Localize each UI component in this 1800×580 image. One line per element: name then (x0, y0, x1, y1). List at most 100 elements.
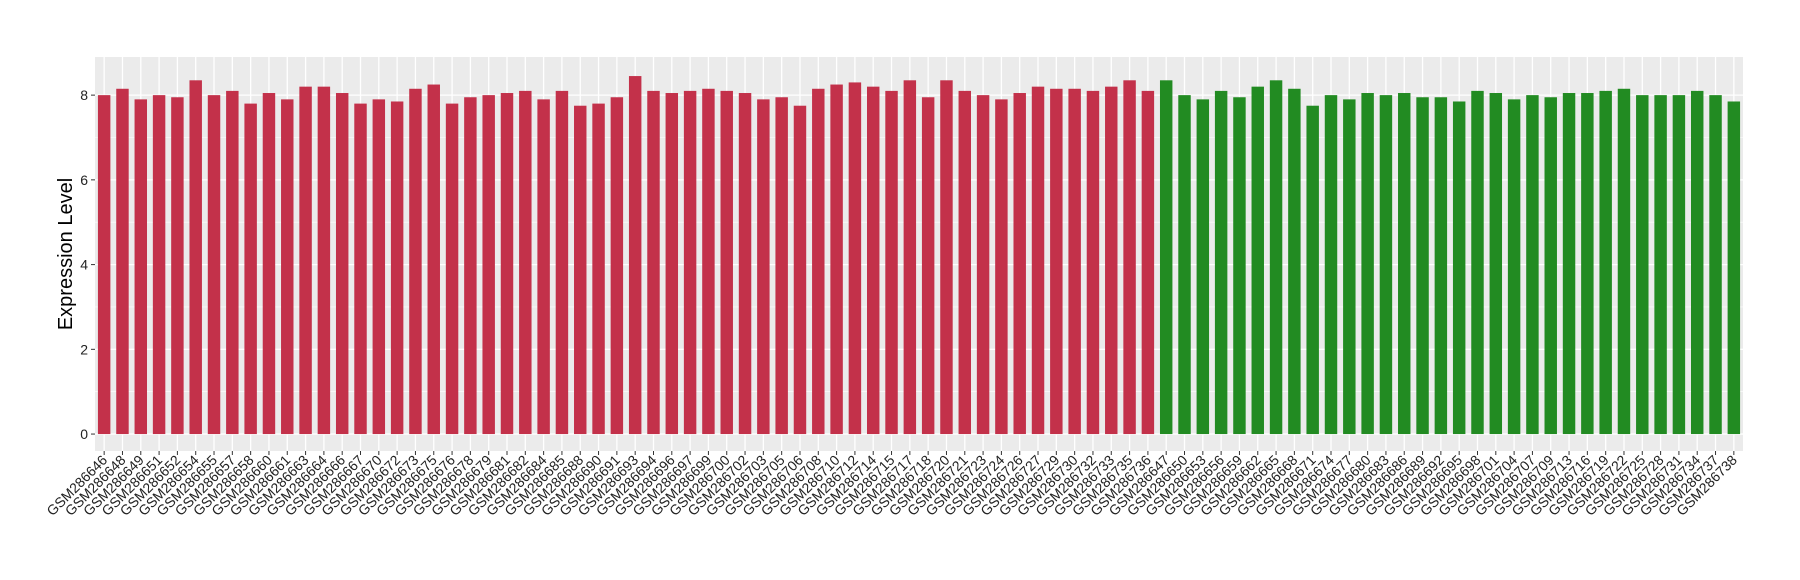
bar-GSM286659 (1233, 97, 1246, 435)
bar-GSM286668 (1288, 88, 1301, 435)
bar-GSM286677 (1343, 99, 1356, 435)
bar-GSM286686 (1398, 93, 1411, 435)
bar-GSM286681 (500, 93, 514, 435)
bar-GSM286679 (482, 95, 495, 435)
bar-GSM286712 (848, 82, 862, 435)
bar-GSM286667 (354, 103, 367, 435)
bar-GSM286723 (976, 95, 990, 435)
bar-GSM286653 (1196, 99, 1210, 435)
bar-GSM286654 (189, 80, 202, 435)
bar-GSM286683 (1379, 95, 1393, 435)
bar-GSM286713 (1562, 93, 1576, 435)
bar-GSM286703 (757, 99, 770, 435)
bar-GSM286650 (1178, 95, 1191, 435)
bar-GSM286685 (555, 90, 569, 435)
bar-GSM286718 (921, 97, 935, 435)
bar-GSM286698 (1471, 90, 1484, 435)
bar-GSM286666 (335, 93, 349, 435)
bar-GSM286727 (1031, 86, 1045, 435)
bar-GSM286721 (958, 90, 972, 435)
bar-GSM286648 (116, 88, 129, 435)
bar-GSM286726 (1013, 93, 1026, 435)
bar-GSM286652 (171, 97, 184, 435)
bar-GSM286735 (1123, 80, 1136, 435)
bar-GSM286655 (207, 95, 221, 435)
bar-GSM286658 (244, 103, 257, 435)
bar-GSM286714 (866, 86, 880, 435)
bar-GSM286709 (1544, 97, 1557, 435)
bar-GSM286682 (519, 90, 532, 435)
bar-GSM286692 (1434, 97, 1448, 435)
bar-GSM286724 (995, 99, 1008, 435)
bar-GSM286706 (793, 105, 807, 435)
bar-GSM286704 (1507, 99, 1521, 435)
y-tick-label: 0 (80, 426, 88, 442)
bar-GSM286656 (1214, 90, 1228, 435)
bar-GSM286690 (592, 103, 605, 435)
bar-GSM286671 (1306, 105, 1319, 435)
bar-GSM286657 (226, 90, 239, 435)
bar-GSM286700 (720, 90, 733, 435)
bar-GSM286649 (134, 99, 148, 435)
bar-GSM286670 (372, 99, 386, 435)
bar-GSM286646 (97, 95, 111, 435)
bar-GSM286733 (1105, 86, 1118, 435)
bar-GSM286702 (738, 93, 752, 435)
bar-GSM286647 (1159, 80, 1173, 435)
bar-GSM286674 (1324, 95, 1338, 435)
bar-GSM286695 (1452, 101, 1466, 435)
bar-GSM286673 (409, 88, 422, 435)
y-tick-label: 4 (80, 257, 88, 273)
bar-GSM286730 (1068, 88, 1081, 435)
bar-GSM286661 (281, 99, 294, 435)
bar-GSM286680 (1361, 93, 1374, 435)
bar-GSM286696 (665, 93, 679, 435)
bar-GSM286662 (1251, 86, 1264, 435)
bar-GSM286722 (1617, 88, 1631, 435)
bar-GSM286716 (1581, 93, 1594, 435)
y-tick-label: 6 (80, 172, 88, 188)
bar-GSM286725 (1636, 95, 1649, 435)
y-axis-label: Expression Level (55, 178, 77, 330)
bar-GSM286689 (1416, 97, 1429, 435)
bar-GSM286736 (1141, 90, 1155, 435)
bar-GSM286675 (427, 84, 440, 435)
bar-GSM286717 (903, 80, 917, 435)
bar-GSM286693 (628, 76, 642, 435)
bar-GSM286651 (152, 95, 166, 435)
bar-GSM286720 (940, 80, 953, 435)
bar-GSM286732 (1086, 90, 1100, 435)
x-axis: GSM286646GSM286648GSM286649GSM286651GSM2… (43, 451, 1740, 519)
bar-GSM286707 (1526, 95, 1539, 435)
bar-GSM286664 (317, 86, 331, 435)
bar-GSM286738 (1727, 101, 1741, 435)
bar-GSM286710 (830, 84, 843, 435)
bar-GSM286660 (262, 93, 276, 435)
bars (97, 76, 1741, 435)
bar-GSM286678 (464, 97, 477, 435)
bar-GSM286729 (1050, 88, 1063, 435)
bar-GSM286701 (1489, 93, 1503, 435)
y-axis: 0 2 4 6 8 (80, 87, 95, 442)
bar-GSM286663 (299, 86, 312, 435)
bar-GSM286737 (1709, 95, 1722, 435)
bar-GSM286688 (574, 105, 587, 435)
y-tick-label: 8 (80, 87, 88, 103)
bar-GSM286705 (775, 97, 788, 435)
y-tick-label: 2 (80, 341, 88, 357)
bar-GSM286697 (683, 90, 697, 435)
plot-panel (95, 57, 1743, 451)
bar-GSM286731 (1672, 95, 1686, 435)
bar-GSM286672 (390, 101, 404, 435)
bar-GSM286676 (445, 103, 459, 435)
bar-GSM286684 (537, 99, 550, 435)
bar-GSM286694 (647, 90, 660, 435)
bar-GSM286719 (1599, 90, 1612, 435)
bar-GSM286715 (885, 90, 898, 435)
bar-GSM286728 (1654, 95, 1667, 435)
bar-GSM286708 (812, 88, 825, 435)
bar-GSM286699 (702, 88, 715, 435)
bar-GSM286734 (1690, 90, 1704, 435)
bar-GSM286665 (1269, 80, 1283, 435)
